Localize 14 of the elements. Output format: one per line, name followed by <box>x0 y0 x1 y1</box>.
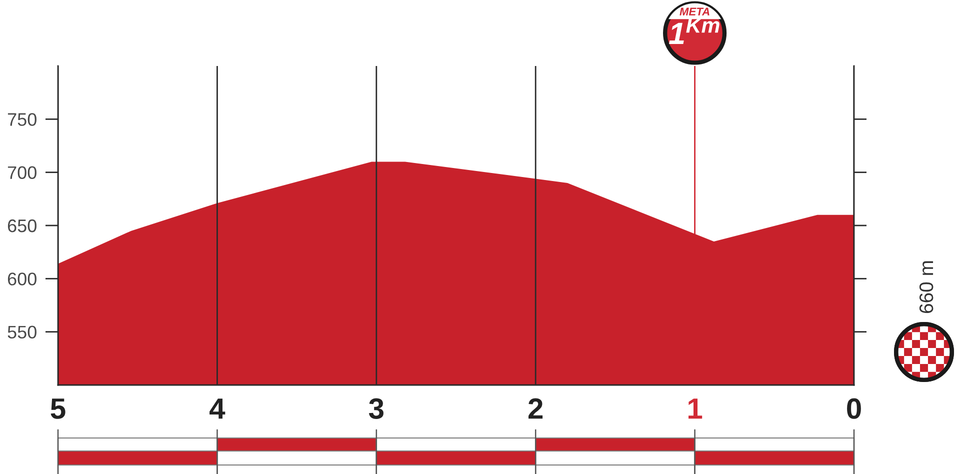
x-tick-label: 2 <box>528 398 543 419</box>
x-tick-label: 5 <box>50 398 66 419</box>
x-tick-label: 4 <box>210 398 226 419</box>
text: 660 m <box>919 261 934 314</box>
x-tick-label: 1 <box>688 398 702 419</box>
ref-line-label: 1$^{Km}$ <box>669 18 720 44</box>
y-tick-label: 600 <box>8 272 36 286</box>
y-tick-label: 700 <box>8 166 36 180</box>
y-tick-label: 750 <box>8 113 36 126</box>
x-tick-label: 3 <box>368 398 384 419</box>
text: META <box>680 8 710 16</box>
y-tick-label: 650 <box>8 219 36 232</box>
x-tick-label: 0 <box>847 398 861 419</box>
y-tick-label: 550 <box>8 326 36 339</box>
